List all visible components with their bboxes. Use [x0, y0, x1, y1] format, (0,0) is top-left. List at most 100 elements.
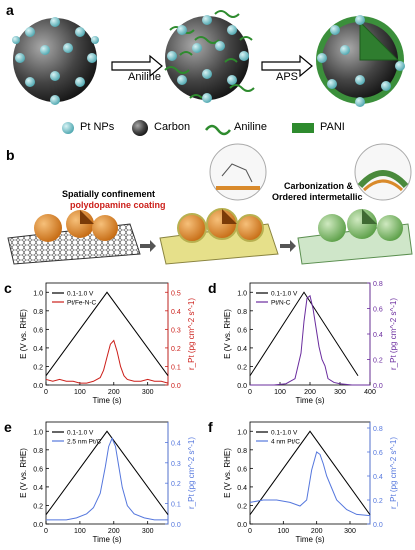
- potential-line: [45, 430, 169, 516]
- carbon-legend-icon: [132, 120, 148, 136]
- plot-frame: [249, 282, 371, 386]
- y-left-tick-label: 0.2: [33, 364, 43, 371]
- x-tick-label: 100: [277, 528, 289, 535]
- y-left-tick-label: 0.0: [33, 522, 43, 529]
- y-right-axis-label: r_Pt (pg cm^-2 s^-1): [389, 298, 398, 370]
- x-axis-label: Time (s): [92, 396, 121, 405]
- chart-e: e 0.0 0.2 0.4 0.6 0.8 1.0 0.0 0.1 0.2 0.3 0.4 0 100 20…: [4, 419, 196, 544]
- y-left-tick-label: 0.0: [33, 383, 43, 390]
- y-right-tick-label: 0.8: [373, 426, 383, 433]
- y-left-tick-label: 0.4: [33, 346, 43, 353]
- y-right-tick-label: 0.2: [373, 358, 383, 365]
- y-left-tick-label: 0.0: [237, 522, 247, 529]
- potential-line: [249, 430, 371, 516]
- x-tick-label: 100: [74, 528, 86, 535]
- y-left-tick-label: 0.4: [237, 346, 247, 353]
- b-text1-line1: Spatially confinement: [62, 189, 156, 199]
- x-tick-label: 200: [108, 389, 120, 396]
- pt-nps-2: [167, 15, 249, 103]
- pt-legend-icon: [62, 122, 74, 134]
- x-tick-label: 100: [274, 389, 286, 396]
- legend-pani: PANI: [320, 121, 345, 133]
- x-tick-label: 300: [142, 528, 154, 535]
- y-right-tick-label: 0.4: [171, 309, 181, 316]
- y-left-axis-label: E (V vs. RHE): [223, 309, 232, 359]
- dissolution-series: [45, 339, 169, 384]
- panel-a-schematic: [12, 10, 405, 136]
- arrow-1-label: Aniline: [128, 71, 162, 83]
- y-left-tick-label: 1.0: [33, 290, 43, 297]
- zoom-bubble-1: [209, 143, 267, 201]
- y-right-tick-label: 0.1: [171, 364, 181, 371]
- y-left-axis-label: E (V vs. RHE): [223, 448, 232, 498]
- legend-entry: 0.1-1.0 V: [67, 430, 94, 437]
- panel-e-label: e: [4, 419, 12, 435]
- legend-carbon: Carbon: [154, 121, 191, 133]
- x-tick-label: 0: [44, 389, 48, 396]
- aniline-legend-icon: [205, 124, 231, 136]
- y-right-tick-label: 0.0: [171, 383, 181, 390]
- panel-c-label: c: [4, 280, 12, 296]
- plot-frame: [45, 282, 169, 386]
- y-left-axis-label: E (V vs. RHE): [19, 448, 28, 498]
- y-right-tick-label: 0.2: [373, 498, 383, 505]
- potential-line: [249, 291, 359, 376]
- y-right-tick-label: 0.2: [171, 346, 181, 353]
- charts-cdef: c 0.0 0.2 0.4 0.6 0.8 1.0 0.0 0.1 0.2 0.3 0.4 0.5 0 10…: [4, 280, 398, 544]
- b-text2-line1: Carbonization &: [284, 181, 353, 191]
- y-left-tick-label: 0.8: [237, 309, 247, 316]
- legend-entry: Pt/Fe-N-C: [67, 300, 97, 307]
- panel-b-label: b: [6, 147, 15, 163]
- arrow-b-2: [280, 240, 296, 252]
- legend-entry: 0.1-1.0 V: [271, 291, 298, 298]
- legend-entry: 2.5 nm Pt/C: [67, 439, 102, 446]
- legend-entry: 4 nm Pt/C: [271, 439, 300, 446]
- panel-b-schematic: [7, 143, 413, 265]
- x-tick-label: 200: [311, 528, 323, 535]
- x-tick-label: 0: [248, 389, 252, 396]
- plot-frame: [249, 421, 371, 525]
- y-left-tick-label: 0.2: [237, 364, 247, 371]
- y-left-tick-label: 0.2: [33, 503, 43, 510]
- arrow-2-label: APS: [276, 71, 299, 83]
- y-right-axis-label: r_Pt (pg cm^-2 s^-1): [187, 437, 196, 509]
- y-right-tick-label: 0.5: [171, 290, 181, 297]
- legend-entry: 0.1-1.0 V: [67, 291, 94, 298]
- x-tick-label: 200: [108, 528, 120, 535]
- y-right-axis-label: r_Pt (pg cm^-2 s^-1): [187, 298, 196, 370]
- y-left-tick-label: 0.8: [237, 448, 247, 455]
- y-left-tick-label: 0.6: [33, 327, 43, 334]
- y-left-tick-label: 0.6: [33, 466, 43, 473]
- y-left-tick-label: 0.6: [237, 466, 247, 473]
- y-right-tick-label: 0.8: [373, 281, 383, 288]
- y-left-tick-label: 1.0: [33, 429, 43, 436]
- panel-a-label: a: [6, 2, 14, 18]
- potential-line: [45, 291, 169, 377]
- y-right-axis-label: r_Pt (pg cm^-2 s^-1): [389, 437, 398, 509]
- x-tick-label: 300: [334, 389, 346, 396]
- chart-c: c 0.0 0.2 0.4 0.6 0.8 1.0 0.0 0.1 0.2 0.3 0.4 0.5 0 10…: [4, 280, 196, 405]
- y-right-tick-label: 0.6: [373, 450, 383, 457]
- panel-d-label: d: [208, 280, 217, 296]
- arrow-b-1: [140, 240, 156, 252]
- y-left-tick-label: 0.0: [237, 383, 247, 390]
- x-tick-label: 300: [142, 389, 154, 396]
- x-axis-label: Time (s): [295, 396, 324, 405]
- arrow-1: [111, 54, 163, 78]
- b-text2-line2: Ordered intermetallic: [272, 192, 363, 202]
- pt-nps-3: [317, 15, 405, 107]
- pani-legend-icon: [292, 123, 314, 133]
- dissolution-series: [249, 451, 371, 517]
- x-tick-label: 300: [344, 528, 356, 535]
- x-tick-label: 100: [74, 389, 86, 396]
- pt-nps-1: [12, 17, 99, 105]
- x-tick-label: 200: [304, 389, 316, 396]
- plot-frame: [45, 421, 169, 525]
- legend-entry: Pt/N-C: [271, 300, 291, 307]
- chart-f: f 0.0 0.2 0.4 0.6 0.8 1.0 0.0 0.2 0.4 0.6 0.8 0 100 20…: [208, 419, 398, 544]
- y-right-tick-label: 0.0: [373, 383, 383, 390]
- y-right-tick-label: 0.2: [171, 481, 181, 488]
- x-tick-label: 0: [44, 528, 48, 535]
- y-right-tick-label: 0.0: [373, 522, 383, 529]
